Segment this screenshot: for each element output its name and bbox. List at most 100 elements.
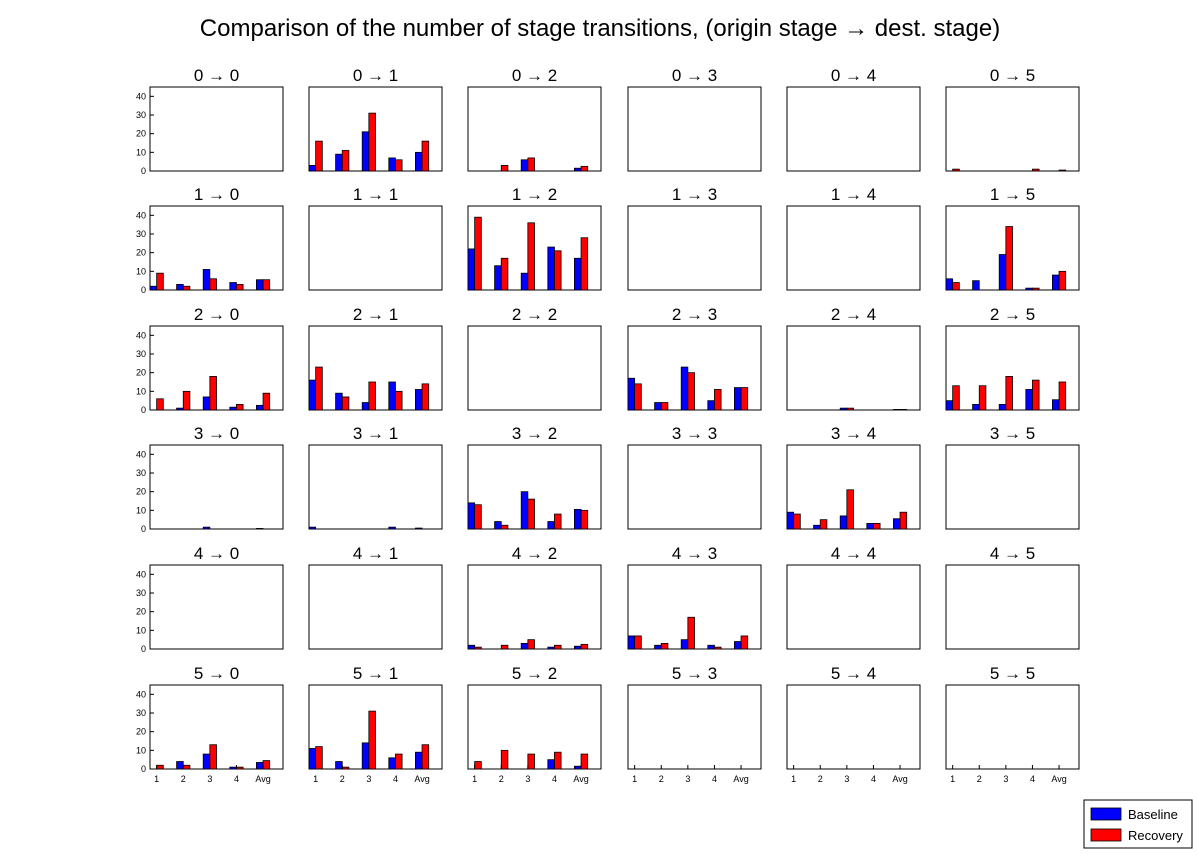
subplot-frame bbox=[467, 564, 602, 650]
subplot-frame bbox=[627, 86, 762, 172]
x-tick-label: 2 bbox=[499, 774, 504, 784]
bar-baseline bbox=[998, 254, 1007, 291]
bar-baseline bbox=[176, 407, 184, 411]
subplot: 2 → 3 bbox=[627, 305, 762, 411]
subplot: 4 → 0 0 10 20 30 40 bbox=[136, 544, 284, 654]
y-tick-label: 20 bbox=[136, 727, 146, 737]
bar-recovery bbox=[634, 383, 642, 411]
bar-baseline bbox=[467, 644, 476, 650]
subplot-title: 5 → 0 bbox=[194, 664, 239, 683]
subplot-title: 4 → 0 bbox=[194, 544, 239, 563]
subplot: 0 → 1 bbox=[308, 66, 443, 172]
subplot-frame bbox=[945, 564, 1080, 650]
bar-recovery bbox=[341, 766, 350, 770]
bar-recovery bbox=[740, 387, 749, 411]
bar-recovery bbox=[395, 753, 403, 770]
bar-recovery bbox=[341, 150, 350, 172]
subplot-title: 3 → 5 bbox=[990, 424, 1035, 443]
bar-recovery bbox=[554, 513, 562, 530]
subplot: 3 → 2 bbox=[467, 424, 602, 530]
subplot: 3 → 1 bbox=[308, 424, 443, 530]
bar-recovery bbox=[500, 644, 509, 650]
x-tick-label: 4 bbox=[871, 774, 876, 784]
subplot: 1 → 5 bbox=[945, 185, 1080, 291]
bar-baseline bbox=[335, 761, 343, 770]
bar-baseline bbox=[202, 269, 211, 291]
bar-recovery bbox=[341, 396, 350, 411]
subplot-title: 4 → 3 bbox=[672, 544, 717, 563]
bar-recovery bbox=[1058, 169, 1067, 172]
bar-recovery bbox=[1005, 226, 1013, 291]
x-tick-label: 4 bbox=[712, 774, 717, 784]
x-tick-label: 1 bbox=[472, 774, 477, 784]
bar-baseline bbox=[998, 403, 1007, 411]
subplot-title: 5 → 5 bbox=[990, 664, 1035, 683]
subplot-title: 4 → 1 bbox=[353, 544, 398, 563]
subplot-frame bbox=[786, 86, 921, 172]
subplot-title: 3 → 2 bbox=[512, 424, 557, 443]
subplot: 2 → 5 bbox=[945, 305, 1080, 411]
y-tick-label: 40 bbox=[136, 569, 146, 579]
bar-recovery bbox=[262, 392, 271, 411]
subplot-title: 2 → 4 bbox=[831, 305, 876, 324]
subplot: 5 → 2 1 2 3 4 Avg bbox=[467, 664, 602, 784]
subplot-title: 1 → 4 bbox=[831, 185, 876, 204]
bar-baseline bbox=[494, 265, 502, 291]
subplot-title: 1 → 0 bbox=[194, 185, 239, 204]
bar-recovery bbox=[1032, 379, 1040, 411]
subplot-title: 2 → 5 bbox=[990, 305, 1035, 324]
y-tick-label: 0 bbox=[141, 166, 146, 176]
bar-baseline bbox=[414, 389, 423, 411]
subplot-frame bbox=[149, 564, 284, 650]
bar-baseline bbox=[308, 748, 317, 770]
bar-recovery bbox=[209, 744, 217, 770]
subplot-frame bbox=[945, 444, 1080, 530]
subplot: 3 → 4 bbox=[786, 424, 921, 530]
bar-recovery bbox=[368, 112, 376, 172]
bar-recovery bbox=[819, 519, 828, 530]
bar-baseline bbox=[308, 526, 317, 530]
bar-recovery bbox=[580, 165, 589, 172]
y-tick-label: 20 bbox=[136, 487, 146, 497]
subplot: 1 → 0 0 10 20 30 40 bbox=[136, 185, 284, 295]
bar-recovery bbox=[474, 761, 482, 770]
subplot: 1 → 1 bbox=[308, 185, 443, 291]
x-tick-label: Avg bbox=[573, 774, 588, 784]
bar-baseline bbox=[176, 761, 184, 770]
x-tick-label: 2 bbox=[977, 774, 982, 784]
subplot: 4 → 4 bbox=[786, 544, 921, 650]
bar-baseline bbox=[627, 635, 636, 650]
bar-recovery bbox=[395, 159, 403, 172]
bar-recovery bbox=[315, 140, 323, 172]
bar-baseline bbox=[654, 644, 662, 650]
bar-baseline bbox=[229, 406, 237, 411]
bar-baseline bbox=[388, 381, 396, 411]
subplot-title: 2 → 3 bbox=[672, 305, 717, 324]
y-tick-label: 40 bbox=[136, 210, 146, 220]
subplot: 4 → 5 bbox=[945, 544, 1080, 650]
subplot-title: 5 → 4 bbox=[831, 664, 876, 683]
x-tick-label: 3 bbox=[207, 774, 212, 784]
subplot: 0 → 0 0 10 20 30 40 bbox=[136, 66, 284, 176]
bar-recovery bbox=[182, 285, 191, 291]
bar-recovery bbox=[740, 635, 749, 650]
bar-baseline bbox=[467, 248, 476, 291]
bar-recovery bbox=[500, 164, 509, 172]
bar-recovery bbox=[421, 140, 430, 172]
bar-recovery bbox=[368, 381, 376, 411]
x-tick-label: 3 bbox=[1003, 774, 1008, 784]
subplot: 5 → 4 1 2 3 4 Avg bbox=[786, 664, 921, 784]
bar-baseline bbox=[255, 762, 264, 770]
y-tick-label: 10 bbox=[136, 266, 146, 276]
bar-recovery bbox=[580, 237, 589, 291]
bar-recovery bbox=[527, 157, 535, 172]
bar-baseline bbox=[255, 528, 264, 530]
bar-recovery bbox=[978, 385, 987, 411]
bar-recovery bbox=[952, 282, 960, 291]
subplot: 0 → 2 bbox=[467, 66, 602, 172]
y-tick-label: 0 bbox=[141, 644, 146, 654]
subplot: 0 → 5 bbox=[945, 66, 1080, 172]
y-tick-label: 10 bbox=[136, 745, 146, 755]
bar-baseline bbox=[627, 377, 636, 411]
